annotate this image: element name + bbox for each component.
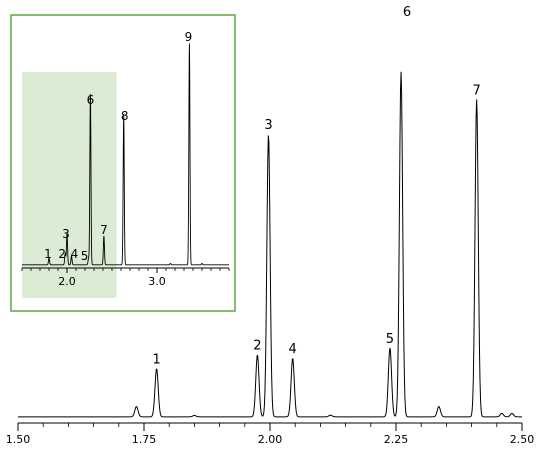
inset-x-tick-label: 2.0 [58, 275, 76, 288]
main-peak-label: 3 [264, 118, 272, 133]
main-x-tick-label: 2.00 [258, 433, 283, 446]
inset-x-tick-label: 3.0 [148, 275, 166, 288]
inset-peak-label: 7 [100, 223, 108, 237]
main-x-tick-label: 2.50 [510, 433, 535, 446]
main-x-tick-label: 1.50 [6, 433, 31, 446]
inset-peak-label: 2 [58, 247, 66, 261]
inset-trace-line [22, 43, 229, 266]
main-peak-label: 6 [403, 5, 411, 20]
main-peak-label: 7 [472, 83, 480, 98]
inset-peak-label: 8 [121, 109, 129, 123]
inset-highlight-region [22, 72, 117, 298]
inset-peak-label: 3 [62, 227, 70, 241]
inset-peak-label: 4 [71, 247, 79, 261]
inset-peak-label: 5 [81, 249, 89, 263]
main-peak-label: 1 [152, 353, 160, 368]
inset-chart: 2.0 3.0 1 2 34 5 6 7 8 9 [10, 14, 236, 312]
inset-peak-label: 9 [185, 30, 193, 44]
inset-peak-label: 1 [44, 247, 52, 261]
inset-peak-label: 6 [87, 93, 95, 107]
main-x-tick-label: 2.25 [384, 433, 409, 446]
main-peak-label: 2 [253, 339, 261, 354]
main-trace-line [18, 71, 522, 418]
main-peak-label: 4 [289, 342, 297, 357]
main-x-tick-label: 1.75 [132, 433, 157, 446]
main-peak-label: 5 [386, 332, 394, 347]
